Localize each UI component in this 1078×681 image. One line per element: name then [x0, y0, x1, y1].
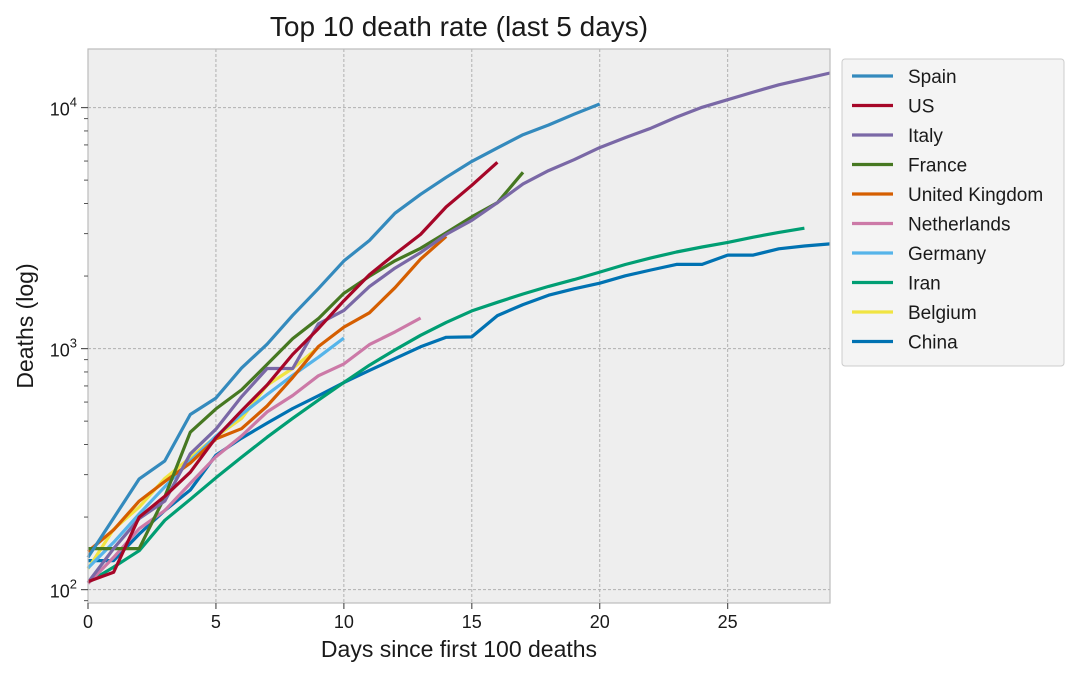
x-tick-label: 0 — [83, 612, 93, 632]
y-tick-label: 102 — [50, 577, 77, 602]
legend-label: Germany — [908, 244, 987, 265]
legend-label: France — [908, 156, 967, 177]
x-tick-label: 20 — [590, 612, 610, 632]
legend-label: Belgium — [908, 303, 977, 324]
grid-lines — [88, 49, 830, 603]
series-lines — [86, 71, 831, 585]
axis-ticks: 0 5 10 15 20 25 102 103 104 — [50, 95, 738, 632]
plot-background — [88, 49, 830, 603]
y-tick-label: 103 — [50, 336, 77, 361]
legend-label: Italy — [908, 126, 943, 147]
series-line-iran — [87, 226, 805, 584]
series-line-netherlands — [86, 316, 422, 585]
legend-label: China — [908, 333, 958, 354]
x-tick-label: 15 — [462, 612, 482, 632]
x-axis-label: Days since first 100 deaths — [321, 636, 597, 662]
chart-title: Top 10 death rate (last 5 days) — [270, 11, 648, 42]
series-line-us — [87, 161, 499, 584]
x-tick-label: 10 — [334, 612, 354, 632]
y-axis-label: Deaths (log) — [12, 263, 38, 388]
y-tick-label: 104 — [50, 95, 77, 120]
x-tick-label: 5 — [211, 612, 221, 632]
x-tick-label: 25 — [718, 612, 738, 632]
legend-label: United Kingdom — [908, 185, 1043, 206]
series-line-italy — [86, 71, 831, 584]
legend-box — [841, 58, 1065, 367]
plot-frame — [87, 48, 831, 604]
legend-label: US — [908, 97, 934, 118]
legend-label: Spain — [908, 67, 957, 88]
legend-label: Netherlands — [908, 215, 1010, 236]
series-line-spain — [86, 102, 601, 559]
legend: Spain US Italy France United Kingdom Netherla… — [841, 58, 1065, 367]
legend-label: Iran — [908, 274, 941, 295]
series-line-united-kingdom — [86, 235, 448, 553]
